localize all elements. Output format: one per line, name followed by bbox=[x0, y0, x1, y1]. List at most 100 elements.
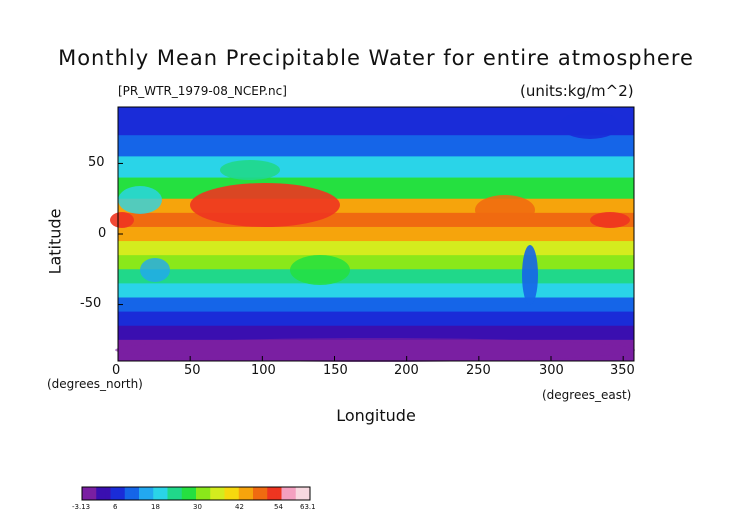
asian-monsoon-region bbox=[190, 183, 340, 227]
heatmap-band bbox=[118, 269, 634, 284]
colorbar-swatch bbox=[253, 487, 259, 500]
colorbar-swatch bbox=[286, 487, 292, 500]
colorbar-tick: 30 bbox=[193, 503, 202, 511]
colorbar-swatch bbox=[162, 487, 168, 500]
colorbar-swatch bbox=[300, 487, 306, 500]
atlantic-itcz bbox=[590, 212, 630, 228]
x-axis-label: Longitude bbox=[336, 406, 416, 425]
x-tick-0: 0 bbox=[112, 363, 121, 378]
southern-africa-dry bbox=[140, 258, 170, 282]
colorbar-swatch bbox=[291, 487, 297, 500]
heatmap-band bbox=[118, 255, 634, 270]
colorbar-tick: 63.1 bbox=[300, 503, 316, 511]
x-axis-units: (degrees_east) bbox=[542, 388, 632, 402]
heatmap-band bbox=[118, 241, 634, 256]
colorbar-swatch bbox=[153, 487, 159, 500]
greenland-dry bbox=[560, 111, 620, 139]
colorbar-swatch bbox=[262, 487, 268, 500]
heatmap-band bbox=[118, 135, 634, 157]
colorbar-swatch bbox=[238, 487, 244, 500]
colorbar-swatch bbox=[139, 487, 145, 500]
heatmap-band bbox=[118, 212, 634, 228]
sahara-dry-region bbox=[118, 186, 162, 214]
x-tick-300: 300 bbox=[539, 363, 564, 378]
colorbar-swatch bbox=[105, 487, 111, 500]
colorbar-swatch bbox=[172, 487, 178, 500]
x-tick-150: 150 bbox=[323, 363, 348, 378]
units-label: (units:kg/m^2) bbox=[520, 82, 634, 100]
colorbar-swatch bbox=[210, 487, 216, 500]
y-tick-neg50: -50 bbox=[80, 296, 102, 311]
colorbar-swatch bbox=[186, 487, 192, 500]
x-tick-100: 100 bbox=[251, 363, 276, 378]
y-axis-units: (degrees_north) bbox=[47, 377, 143, 391]
colorbar-swatch bbox=[129, 487, 135, 500]
colorbar-swatch bbox=[257, 487, 263, 500]
central-america-moist bbox=[475, 195, 535, 225]
colorbar-swatch bbox=[91, 487, 97, 500]
colorbar-swatch bbox=[82, 487, 88, 500]
heatmap-band bbox=[118, 297, 634, 313]
colorbar-swatch bbox=[215, 487, 221, 500]
colorbar-swatch bbox=[281, 487, 287, 500]
colorbar-swatch bbox=[205, 487, 211, 500]
heatmap-band bbox=[118, 226, 634, 242]
colorbar-swatch bbox=[224, 487, 230, 500]
colorbar-swatch bbox=[148, 487, 154, 500]
heatmap-band bbox=[118, 325, 634, 341]
colorbar-swatch bbox=[229, 487, 235, 500]
colorbar-swatch bbox=[124, 487, 130, 500]
y-tick-50: 50 bbox=[88, 155, 105, 170]
colorbar-tick: 18 bbox=[151, 503, 160, 511]
colorbar-swatch bbox=[248, 487, 254, 500]
chart-title: Monthly Mean Precipitable Water for enti… bbox=[58, 46, 694, 70]
colorbar-swatch bbox=[276, 487, 282, 500]
colorbar-swatch bbox=[191, 487, 197, 500]
colorbar-frame bbox=[81, 486, 311, 501]
colorbar-swatch bbox=[295, 487, 301, 500]
x-tick-350: 350 bbox=[610, 363, 635, 378]
colorbar-swatch bbox=[96, 487, 102, 500]
heatmap-band bbox=[118, 107, 634, 136]
tibet-dry-region bbox=[220, 160, 280, 180]
colorbar-swatch bbox=[234, 487, 240, 500]
heatmap-band bbox=[118, 156, 634, 179]
colorbar-swatch bbox=[272, 487, 278, 500]
colorbar-swatch bbox=[86, 487, 92, 500]
colorbar-swatch bbox=[219, 487, 225, 500]
heatmap-regions bbox=[110, 111, 635, 362]
colorbar bbox=[81, 486, 311, 501]
y-tick-0: 0 bbox=[98, 226, 107, 241]
colorbar-swatch bbox=[167, 487, 173, 500]
x-tick-250: 250 bbox=[466, 363, 491, 378]
australia-dry-region bbox=[290, 255, 350, 285]
antarctic-ice bbox=[115, 338, 635, 362]
colorbar-tick: 42 bbox=[235, 503, 244, 511]
colorbar-swatch bbox=[120, 487, 126, 500]
colorbar-swatch bbox=[243, 487, 249, 500]
colorbar-swatch bbox=[101, 487, 107, 500]
heatmap-band bbox=[118, 311, 634, 327]
west-africa-itcz bbox=[110, 212, 134, 228]
heatmap-band bbox=[118, 177, 634, 200]
colorbar-tick: 54 bbox=[274, 503, 283, 511]
colorbar-swatch bbox=[143, 487, 149, 500]
colorbar-swatch bbox=[177, 487, 183, 500]
andes-dry-region bbox=[522, 245, 538, 305]
colorbar-tick: -3.13 bbox=[72, 503, 91, 511]
axis-ticks bbox=[117, 162, 624, 361]
colorbar-swatch bbox=[115, 487, 121, 500]
colorbar-swatch bbox=[196, 487, 202, 500]
heatmap-band bbox=[118, 283, 634, 298]
colorbar-swatch bbox=[134, 487, 140, 500]
colorbar-swatch bbox=[267, 487, 273, 500]
colorbar-swatch bbox=[305, 487, 311, 500]
colorbar-swatch bbox=[110, 487, 116, 500]
colorbar-swatch bbox=[158, 487, 164, 500]
colorbar-swatch bbox=[181, 487, 187, 500]
x-tick-50: 50 bbox=[184, 363, 201, 378]
colorbar-tick: 6 bbox=[113, 503, 118, 511]
source-file-label: [PR_WTR_1979-08_NCEP.nc] bbox=[118, 84, 287, 98]
colorbar-swatch bbox=[200, 487, 206, 500]
